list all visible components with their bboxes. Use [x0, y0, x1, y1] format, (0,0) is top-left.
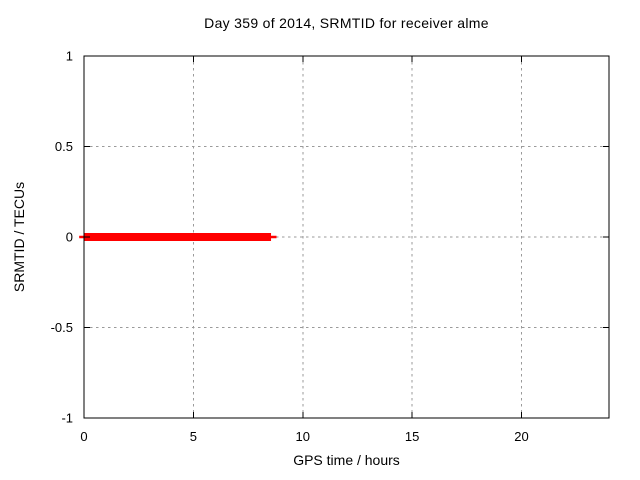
- y-tick-label: 1: [66, 49, 73, 64]
- tick-labels-group: 0 5 10 15 20 1 0.5 0 -0.5 -1: [51, 49, 529, 445]
- x-tick-label: 15: [405, 429, 419, 444]
- ticks-group: [83, 55, 609, 419]
- x-tick-label: 20: [514, 429, 528, 444]
- chart-title: Day 359 of 2014, SRMTID for receiver alm…: [204, 15, 489, 31]
- y-tick-label: -1: [61, 411, 73, 426]
- y-tick-label: 0.5: [55, 139, 73, 154]
- x-axis-label: GPS time / hours: [293, 452, 400, 468]
- x-tick-label: 5: [190, 429, 197, 444]
- x-tick-label: 10: [296, 429, 310, 444]
- x-tick-label: 0: [80, 429, 87, 444]
- y-tick-label: 0: [66, 230, 73, 245]
- y-tick-label: -0.5: [51, 320, 73, 335]
